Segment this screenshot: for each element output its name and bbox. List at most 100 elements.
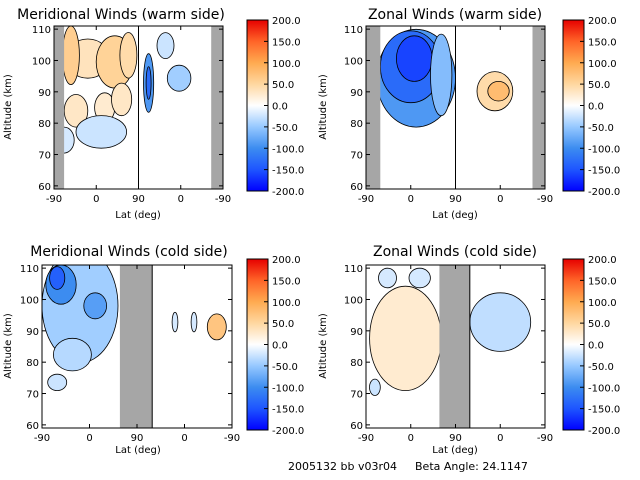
- x-tick-label: 0: [408, 433, 414, 444]
- contour-region: [408, 267, 431, 289]
- x-tick-label: -90: [358, 194, 374, 205]
- x-tick-label: 0: [178, 194, 184, 205]
- y-tick-label: 80: [350, 358, 363, 369]
- contour-region: [111, 82, 133, 117]
- y-tick-label: 100: [20, 295, 39, 306]
- no-data-band: [119, 265, 153, 428]
- colorbar-tick-label: -100.0: [588, 144, 620, 155]
- x-tick-label: -90: [358, 433, 374, 444]
- contour-region: [75, 115, 127, 149]
- y-tick-label: 110: [344, 25, 363, 36]
- contour-region: [430, 33, 453, 117]
- colorbar-tick-label: 150.0: [272, 276, 301, 287]
- y-tick-label: 60: [350, 421, 363, 432]
- x-tick-label: 0: [408, 194, 414, 205]
- y-tick-label: 70: [38, 151, 51, 162]
- y-axis-label: Altitude (km): [318, 313, 329, 379]
- x-axis-label: Lat (deg): [432, 210, 478, 221]
- colorbar-tick-label: 200.0: [272, 255, 301, 266]
- colorbar-tick-label: -100.0: [588, 383, 620, 394]
- y-tick-label: 100: [32, 56, 51, 67]
- x-tick-label: 0: [497, 433, 503, 444]
- colorbar-tick-label: -50.0: [588, 362, 614, 373]
- y-axis-label: Altitude (km): [3, 74, 14, 140]
- contour-region: [487, 80, 510, 102]
- x-tick-label: 90: [449, 194, 462, 205]
- colorbar-tick-label: 200.0: [588, 255, 617, 266]
- contour-region: [469, 292, 532, 352]
- x-tick-label: 0: [181, 433, 187, 444]
- y-tick-label: 90: [350, 327, 363, 338]
- contour-region: [49, 266, 66, 290]
- colorbar-tick-label: 200.0: [588, 16, 617, 27]
- x-tick-label: -90: [46, 194, 62, 205]
- x-tick-label: -90: [537, 433, 553, 444]
- y-tick-label: 80: [350, 119, 363, 130]
- colorbar-tick-label: 0.0: [272, 102, 288, 113]
- x-tick-label: 90: [131, 433, 144, 444]
- colorbar-tick-label: 100.0: [272, 59, 301, 70]
- y-tick-label: 100: [344, 56, 363, 67]
- x-axis-label: Lat (deg): [115, 210, 161, 221]
- colorbar-tick-label: 50.0: [272, 319, 294, 330]
- colorbar-tick-label: -150.0: [588, 405, 620, 416]
- plot-area: [366, 265, 545, 428]
- colorbar-tick-label: -50.0: [588, 123, 614, 134]
- colorbar-tick-label: 150.0: [588, 37, 617, 48]
- colorbar-tick-label: 50.0: [588, 319, 610, 330]
- panel-meridional-warm: Meridional Winds (warm side) Lat (deg) A…: [3, 7, 304, 221]
- colorbar-tick-label: 100.0: [588, 298, 617, 309]
- y-tick-label: 70: [350, 151, 363, 162]
- x-tick-label: -90: [34, 433, 50, 444]
- x-tick-label: 90: [449, 433, 462, 444]
- colorbar-tick-label: 0.0: [272, 341, 288, 352]
- no-data-band: [439, 265, 470, 428]
- no-data-band: [54, 26, 65, 189]
- contour-region: [190, 311, 198, 333]
- contour-region: [369, 378, 381, 396]
- y-axis-label: Altitude (km): [3, 313, 14, 379]
- x-axis-label: Lat (deg): [115, 445, 161, 456]
- panel-meridional-cold: Meridional Winds (cold side) Lat (deg) A…: [3, 244, 304, 456]
- x-tick-label: -90: [224, 433, 240, 444]
- y-axis-label: Altitude (km): [318, 74, 329, 140]
- contour-region: [53, 337, 92, 372]
- colorbar-tick-label: -100.0: [272, 383, 304, 394]
- colorbar-tick-label: -200.0: [272, 426, 304, 437]
- y-tick-label: 60: [26, 421, 39, 432]
- contour-region: [166, 64, 192, 92]
- contour-region: [62, 26, 80, 85]
- panel-title: Zonal Winds (warm side): [368, 7, 542, 23]
- footer-beta-text: Beta Angle: 24.1147: [415, 460, 528, 473]
- panel-title: Zonal Winds (cold side): [373, 244, 537, 260]
- y-tick-label: 70: [350, 390, 363, 401]
- contour-region: [369, 285, 442, 391]
- y-tick-label: 110: [20, 264, 39, 275]
- y-tick-label: 110: [32, 25, 51, 36]
- contour-region: [47, 373, 68, 391]
- y-tick-label: 100: [344, 295, 363, 306]
- colorbar-tick-label: 0.0: [588, 341, 604, 352]
- colorbar-tick-label: 0.0: [588, 102, 604, 113]
- contour-region: [83, 292, 107, 320]
- y-tick-label: 90: [350, 88, 363, 99]
- x-tick-label: -90: [537, 194, 553, 205]
- colorbar-tick-label: 100.0: [272, 298, 301, 309]
- y-tick-label: 80: [26, 358, 39, 369]
- x-tick-label: 90: [132, 194, 145, 205]
- plot-area: [54, 26, 223, 189]
- colorbar-tick-label: 200.0: [272, 16, 301, 27]
- contour-region: [119, 32, 138, 79]
- plot-area: [42, 265, 232, 428]
- contour-region: [156, 32, 175, 59]
- contour-region: [206, 313, 227, 341]
- contour-region: [63, 94, 89, 128]
- colorbar-tick-label: 50.0: [588, 80, 610, 91]
- contour-region: [171, 311, 179, 333]
- y-tick-label: 60: [38, 182, 51, 193]
- x-tick-label: 0: [93, 194, 99, 205]
- colorbar-tick-label: -150.0: [272, 405, 304, 416]
- x-axis-label: Lat (deg): [432, 445, 478, 456]
- panel-title: Meridional Winds (cold side): [30, 244, 228, 260]
